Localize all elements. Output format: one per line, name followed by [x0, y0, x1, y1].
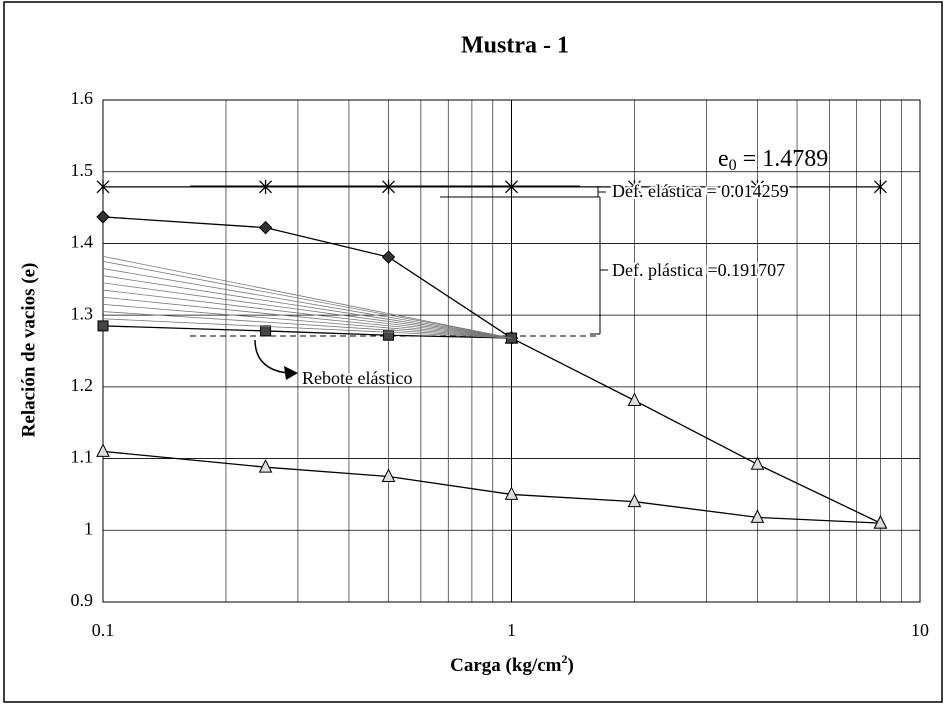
y-tick-label: 1.2 — [71, 375, 94, 395]
y-tick-label: 1.3 — [71, 303, 94, 323]
annotation: Def. elástica = 0.014259 — [612, 181, 789, 201]
x-tick-label: 0.1 — [92, 620, 115, 640]
series-line — [102, 255, 512, 339]
star-marker — [505, 179, 518, 194]
rebote-arrowhead — [284, 366, 298, 380]
y-tick-label: 0.9 — [71, 590, 94, 610]
annotation: Def. plástica =0.191707 — [612, 260, 785, 280]
annotation-text: e — [718, 146, 729, 172]
triangle-marker — [873, 514, 888, 529]
x-axis-label-end: ) — [568, 655, 574, 676]
series-line — [102, 275, 512, 339]
annotation-sub: 0 — [729, 157, 737, 174]
annotation: Rebote elástico — [302, 368, 412, 388]
y-axis-label: Relación de vacios (e) — [18, 263, 39, 438]
star-marker — [96, 179, 110, 194]
y-tick-label: 1.6 — [71, 88, 94, 108]
star-marker — [259, 179, 273, 194]
series-line — [102, 260, 512, 339]
x-tick-label: 1 — [507, 620, 516, 640]
series-line — [102, 282, 512, 339]
x-axis-label-text: Carga (kg/cm — [450, 655, 562, 676]
square-marker — [97, 320, 109, 332]
star-marker — [382, 179, 395, 194]
diamond-marker — [96, 210, 110, 224]
annotation: e0 = 1.4789 — [718, 146, 828, 174]
series-line — [511, 337, 881, 524]
triangle-marker — [627, 392, 642, 406]
series-line — [102, 311, 512, 339]
triangle-marker — [750, 509, 765, 523]
triangle-marker — [504, 486, 519, 500]
series-line — [102, 216, 512, 339]
star-marker — [750, 179, 764, 194]
series-line — [102, 268, 512, 339]
chart-title: Mustra - 1 — [461, 33, 569, 59]
star-marker — [628, 179, 641, 194]
triangle-marker — [258, 459, 273, 473]
series-line — [102, 325, 512, 339]
series-line — [102, 296, 512, 339]
y-tick-label: 1.5 — [71, 160, 94, 180]
y-tick-label: 1.4 — [71, 232, 94, 252]
triangle-marker — [750, 456, 765, 470]
y-tick-label: 1 — [84, 518, 93, 538]
y-tick-label: 1.1 — [71, 447, 94, 467]
x-axis-label: Carga (kg/cm2) — [450, 652, 574, 677]
triangle-marker — [381, 468, 396, 482]
star-marker — [873, 179, 887, 194]
series-line — [102, 289, 512, 339]
x-tick-label: 10 — [911, 620, 929, 640]
series-line — [102, 318, 512, 339]
x-axis-label-sup: 2 — [562, 652, 568, 666]
diamond-marker — [381, 250, 396, 264]
square-marker — [260, 325, 272, 337]
diamond-marker — [258, 220, 273, 235]
series-line — [102, 303, 512, 339]
triangle-marker — [627, 493, 642, 508]
triangle-marker — [96, 443, 110, 457]
annotation-rest: = 1.4789 — [737, 146, 829, 172]
